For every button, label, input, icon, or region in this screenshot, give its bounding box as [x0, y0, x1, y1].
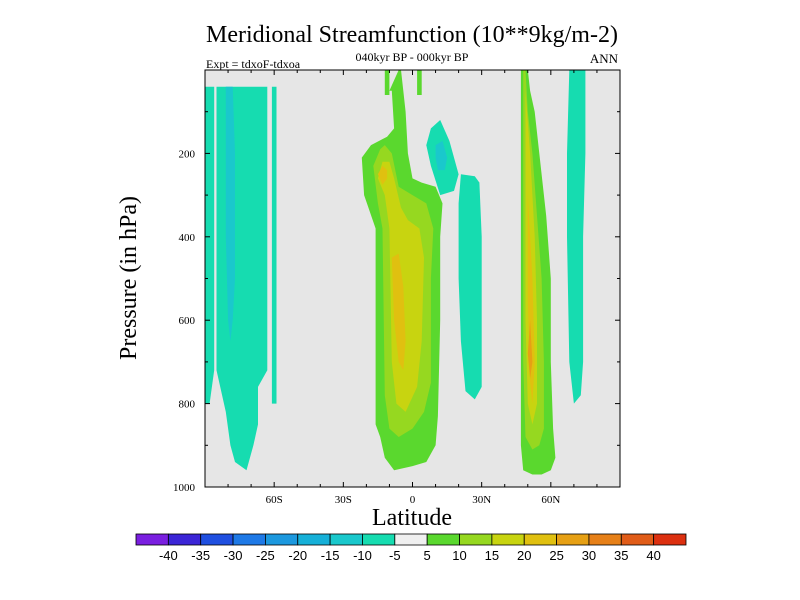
colorbar-label: 40 — [646, 548, 660, 563]
chart-subtitle-left: Expt = tdxoF-tdxoa — [206, 57, 301, 71]
contour-sh-teal-band-left — [205, 86, 215, 404]
contour-tropical-green-top — [384, 70, 390, 95]
contour-nh-mid-red — [527, 320, 533, 379]
chart-title: Meridional Streamfunction (10**9kg/m-2) — [206, 22, 618, 48]
x-tick-label: 0 — [410, 494, 416, 506]
contour-nh-teal-lower — [458, 174, 482, 400]
contour-tropical-orange-2 — [391, 253, 406, 371]
contour-nh-mid-yellow — [525, 90, 537, 425]
y-tick-label: 1000 — [173, 482, 196, 494]
colorbar-label: 20 — [517, 548, 531, 563]
colorbar-label: -15 — [321, 548, 340, 563]
colorbar-swatch — [653, 533, 687, 546]
colorbar-label: 5 — [424, 548, 431, 563]
colorbar-swatch — [459, 533, 493, 546]
y-axis-label: Pressure (in hPa) — [116, 196, 142, 360]
y-tick-label: 400 — [179, 232, 196, 244]
x-tick-label: 60S — [266, 494, 283, 506]
colorbar-label: -5 — [389, 548, 401, 563]
colorbar: -40 -35 -30 -25 -20 -15 -10 -5 5 10 15 20 25 30 35 40 — [135, 533, 687, 563]
contour-sh-teal-band — [205, 86, 277, 471]
colorbar-label: -40 — [159, 548, 178, 563]
contour-eq-blue — [435, 140, 448, 171]
chart-subtitle-center: 040kyr BP - 000kyr BP — [356, 50, 469, 64]
colorbar-label: 25 — [549, 548, 563, 563]
colorbar-swatch — [362, 533, 396, 546]
colorbar-swatch — [556, 533, 590, 546]
colorbar-swatch — [167, 533, 202, 546]
colorbar-swatch — [329, 533, 363, 546]
colorbar-label: -30 — [224, 548, 243, 563]
colorbar-label: 10 — [452, 548, 466, 563]
chart-subtitle-right: ANN — [590, 51, 619, 66]
colorbar-label: -10 — [353, 548, 372, 563]
colorbar-label: 35 — [614, 548, 628, 563]
plot-area: 60S 30S 0 30N 60N 200 400 600 800 1000 — [173, 69, 621, 506]
x-tick-label: 60N — [541, 494, 560, 506]
colorbar-label: 15 — [485, 548, 499, 563]
colorbar-swatch — [620, 533, 655, 546]
contour-eq-green-top — [417, 70, 422, 95]
colorbar-swatch — [394, 533, 428, 546]
colorbar-swatch — [426, 533, 460, 546]
colorbar-swatch — [200, 533, 234, 546]
x-tick-label: 30N — [472, 494, 491, 506]
contour-tropical-orange — [377, 165, 388, 185]
colorbar-swatch — [135, 533, 169, 546]
colorbar-label: -35 — [191, 548, 210, 563]
colorbar-swatch — [232, 533, 266, 546]
colorbar-label: -25 — [256, 548, 275, 563]
colorbar-label: 30 — [582, 548, 596, 563]
contour-sh-blue-core — [225, 86, 235, 342]
y-tick-label: 200 — [179, 148, 196, 160]
colorbar-swatch — [491, 533, 525, 546]
y-tick-label: 800 — [179, 399, 196, 411]
colorbar-swatch — [523, 533, 557, 546]
x-axis-label: Latitude — [372, 505, 452, 531]
contour-nh-high-teal — [567, 70, 586, 404]
colorbar-label: -20 — [288, 548, 307, 563]
colorbar-swatch — [297, 533, 331, 546]
colorbar-swatch — [265, 533, 299, 546]
x-tick-label: 30S — [335, 494, 352, 506]
colorbar-swatch — [588, 533, 622, 546]
y-tick-label: 600 — [179, 315, 196, 327]
